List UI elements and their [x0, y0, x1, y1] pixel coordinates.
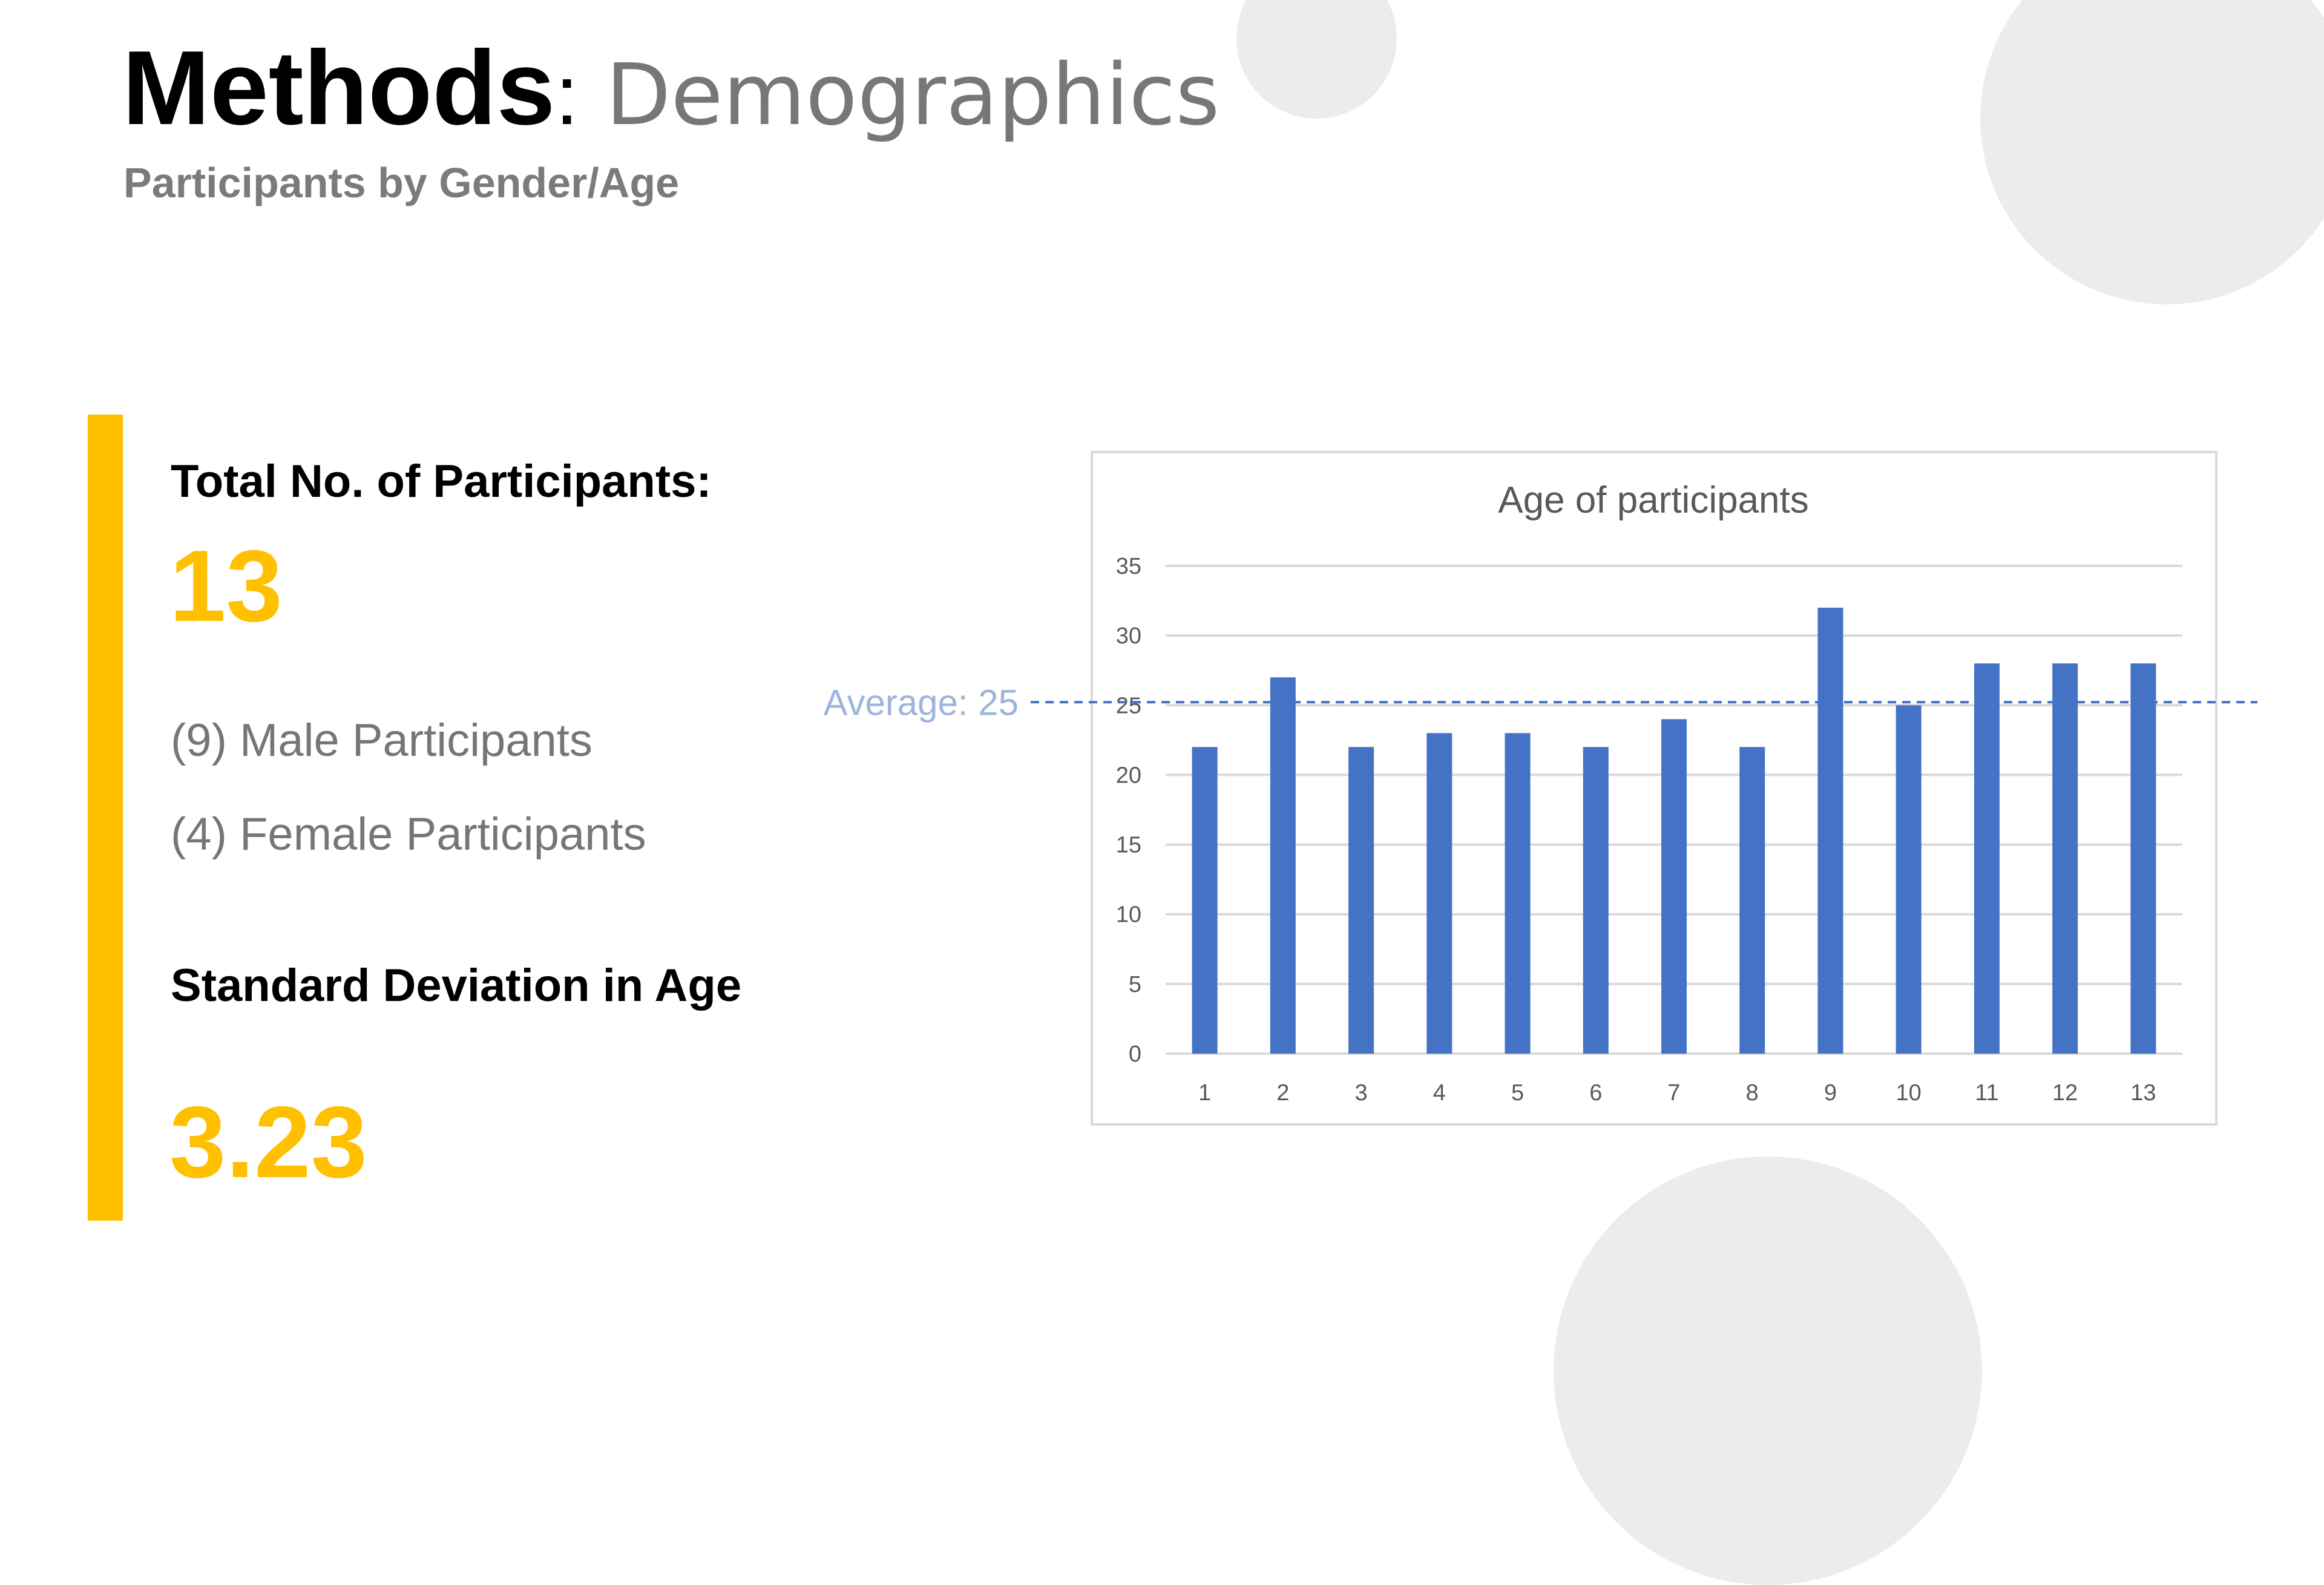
bar: [1348, 747, 1374, 1054]
x-tick-label: 13: [2130, 1080, 2156, 1106]
sd-age-label: Standard Deviation in Age: [171, 960, 742, 1011]
bar: [1661, 719, 1687, 1054]
bar: [2052, 663, 2078, 1054]
y-tick-label: 15: [1116, 833, 1141, 858]
bar: [1505, 733, 1531, 1054]
bar: [1270, 677, 1296, 1054]
x-tick-label: 4: [1433, 1080, 1446, 1106]
bar: [2130, 663, 2156, 1054]
sd-age-value: 3.23: [169, 1085, 367, 1199]
average-label: Average: 25: [824, 682, 1019, 723]
title-colon: :: [555, 47, 579, 142]
female-participants-text: (4) Female Participants: [171, 809, 646, 860]
total-participants-value: 13: [169, 529, 283, 643]
x-tick-label: 6: [1589, 1080, 1602, 1106]
x-tick-label: 10: [1896, 1080, 1922, 1106]
slide-title: Methods: Demographics: [122, 35, 1219, 140]
bar: [1192, 747, 1218, 1054]
y-tick-label: 5: [1129, 972, 1141, 997]
title-light: Demographics: [579, 46, 1220, 145]
chart-title: Age of participants: [1498, 479, 1809, 521]
y-tick-label: 20: [1116, 763, 1141, 788]
title-strong: Methods: [122, 28, 556, 146]
y-tick-label: 35: [1116, 554, 1141, 579]
x-tick-label: 11: [1975, 1080, 1998, 1106]
male-participants-text: (9) Male Participants: [171, 715, 592, 766]
y-tick-label: 30: [1116, 623, 1141, 649]
x-tick-label: 3: [1355, 1080, 1368, 1106]
y-tick-label: 0: [1129, 1042, 1141, 1067]
x-tick-label: 2: [1276, 1080, 1289, 1106]
accent-bar: [88, 415, 123, 1221]
bar: [1583, 747, 1609, 1054]
bar: [1974, 663, 2000, 1054]
total-participants-label: Total No. of Participants:: [171, 456, 712, 507]
bar: [1817, 608, 1843, 1054]
x-tick-label: 8: [1746, 1080, 1759, 1106]
bar: [1426, 733, 1452, 1054]
bar: [1896, 705, 1922, 1054]
y-tick-label: 25: [1116, 693, 1141, 718]
x-tick-label: 9: [1824, 1080, 1837, 1106]
x-tick-label: 5: [1511, 1080, 1524, 1106]
x-tick-label: 7: [1667, 1080, 1680, 1106]
slide-subtitle: Participants by Gender/Age: [123, 159, 680, 206]
x-tick-label: 12: [2052, 1080, 2078, 1106]
y-tick-label: 10: [1116, 902, 1141, 928]
x-tick-label: 1: [1198, 1080, 1211, 1106]
bar: [1739, 747, 1765, 1054]
